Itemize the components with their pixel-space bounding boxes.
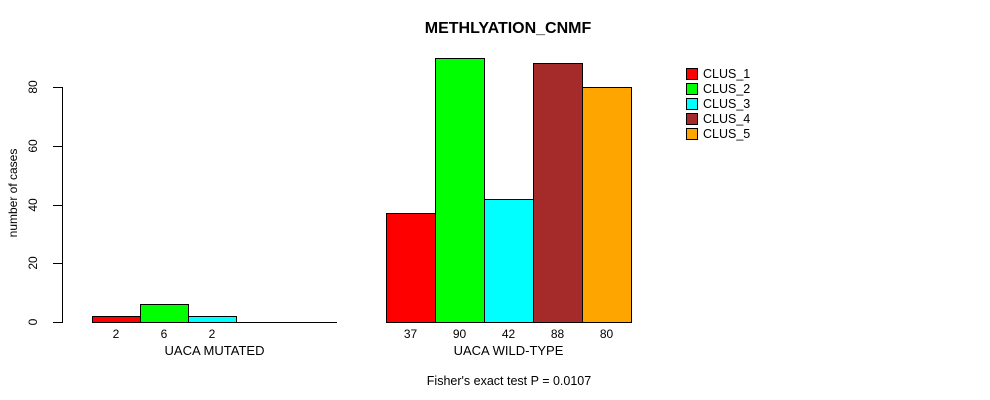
bar-uaca-wild-type-clus_4 <box>533 63 583 323</box>
y-axis-tick-label: 60 <box>26 139 40 153</box>
legend-swatch-clus_5 <box>686 128 698 140</box>
legend-label: CLUS_2 <box>703 82 751 96</box>
legend-label: CLUS_1 <box>703 67 751 81</box>
bar-uaca-wild-type-clus_2 <box>435 58 485 323</box>
bar-uaca-wild-type-clus_1 <box>386 213 436 323</box>
legend-swatch-clus_3 <box>686 98 698 110</box>
bar-value-label: 88 <box>550 327 565 341</box>
chart-title: METHLYATION_CNMF <box>424 20 592 37</box>
bar-uaca-mutated-clus_2 <box>140 304 189 323</box>
y-axis-tick-label: 0 <box>26 318 40 326</box>
y-axis-tick-label: 40 <box>26 197 40 212</box>
legend-label: CLUS_5 <box>703 127 751 141</box>
group-label: UACA WILD-TYPE <box>453 343 564 358</box>
group-label: UACA MUTATED <box>164 343 265 358</box>
y-axis-tick <box>53 263 62 265</box>
y-axis-tick <box>53 145 62 147</box>
bar-uaca-mutated-clus_3 <box>188 316 237 323</box>
y-axis-line <box>62 87 63 323</box>
bar-uaca-mutated-clus_1 <box>92 316 141 323</box>
y-axis-tick <box>53 322 62 323</box>
y-axis-tick <box>53 204 62 206</box>
legend-swatch-clus_4 <box>686 113 698 125</box>
bar-value-label: 6 <box>160 327 168 341</box>
legend-swatch-clus_1 <box>686 68 698 80</box>
bar-value-label: 2 <box>208 327 216 341</box>
y-axis-label: number of cases <box>6 148 20 238</box>
legend-swatch-clus_2 <box>686 83 698 95</box>
y-axis-tick-label: 80 <box>26 80 40 94</box>
y-axis-tick <box>53 87 62 88</box>
bar-value-label: 80 <box>599 327 614 341</box>
bar-value-label: 42 <box>501 327 516 341</box>
annotation-text: Fisher's exact test P = 0.0107 <box>426 374 592 388</box>
legend-label: CLUS_3 <box>703 97 751 111</box>
bar-uaca-wild-type-clus_5 <box>582 87 632 323</box>
bar-value-label: 37 <box>403 327 418 341</box>
bar-value-label: 90 <box>452 327 467 341</box>
bar-uaca-wild-type-clus_3 <box>484 199 534 323</box>
legend-label: CLUS_4 <box>703 112 751 126</box>
bar-value-label: 2 <box>112 327 120 341</box>
y-axis-tick-label: 20 <box>26 256 40 270</box>
